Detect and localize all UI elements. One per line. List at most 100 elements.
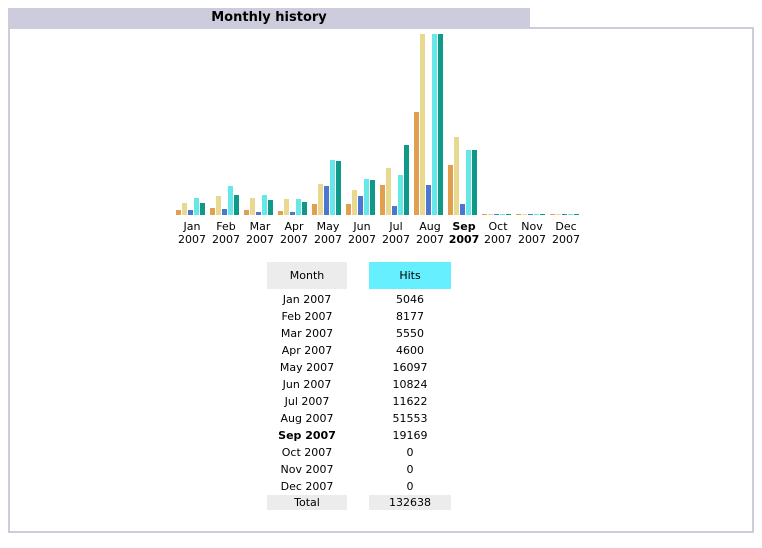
hits-column-header: Hits bbox=[369, 262, 451, 289]
bar-group bbox=[414, 34, 443, 215]
x-tick-month: Jan bbox=[183, 220, 201, 233]
bar bbox=[250, 198, 255, 215]
section-title: Monthly history bbox=[8, 8, 530, 27]
bar bbox=[500, 214, 505, 215]
bar bbox=[284, 199, 289, 215]
bar bbox=[330, 160, 335, 215]
x-tick-year: 2007 bbox=[449, 233, 480, 246]
bar bbox=[324, 186, 329, 215]
bar bbox=[432, 34, 437, 215]
bar bbox=[194, 198, 199, 215]
table-row-month: Jan 2007 bbox=[282, 293, 332, 306]
bar-group bbox=[482, 214, 511, 215]
x-tick-month: Jul bbox=[388, 220, 402, 233]
bar bbox=[454, 137, 459, 215]
x-tick-month: May bbox=[317, 220, 340, 233]
bar bbox=[346, 204, 351, 215]
table-row-hits: 5550 bbox=[396, 327, 424, 340]
bar bbox=[336, 161, 341, 215]
bar bbox=[318, 184, 323, 215]
bar bbox=[448, 165, 453, 215]
bar bbox=[426, 185, 431, 215]
bar bbox=[562, 214, 567, 215]
x-tick-year: 2007 bbox=[314, 233, 342, 246]
bar bbox=[262, 195, 267, 215]
bar bbox=[568, 214, 573, 215]
bar bbox=[466, 150, 471, 215]
bar-group bbox=[278, 199, 307, 215]
bar bbox=[404, 145, 409, 215]
table-row-hits: 11622 bbox=[392, 395, 428, 408]
bar bbox=[574, 214, 579, 215]
table-row-hits: 19169 bbox=[392, 429, 428, 442]
table-row-month: Apr 2007 bbox=[281, 344, 333, 357]
x-tick-month: Oct bbox=[488, 220, 508, 233]
bar bbox=[182, 203, 187, 215]
bar bbox=[244, 210, 249, 215]
bar-group bbox=[210, 186, 239, 215]
bar bbox=[482, 214, 487, 215]
bar-group bbox=[312, 160, 341, 215]
x-tick-year: 2007 bbox=[246, 233, 274, 246]
bar bbox=[200, 203, 205, 215]
x-tick-month: Apr bbox=[284, 220, 304, 233]
bar-group bbox=[380, 145, 409, 215]
x-tick-year: 2007 bbox=[212, 233, 240, 246]
bar bbox=[392, 206, 397, 215]
monthly-history-chart: Jan2007Feb2007Mar2007Apr2007May2007Jun20… bbox=[176, 34, 580, 246]
table-row-month: Sep 2007 bbox=[278, 429, 336, 442]
total-hits: 132638 bbox=[369, 495, 451, 510]
x-tick-month: Mar bbox=[250, 220, 271, 233]
bar bbox=[540, 214, 545, 215]
bar bbox=[364, 179, 369, 215]
bar bbox=[302, 202, 307, 215]
bar bbox=[386, 168, 391, 215]
table-row-hits: 0 bbox=[406, 480, 414, 493]
table-row-hits: 0 bbox=[406, 446, 414, 459]
table-row-month: Jul 2007 bbox=[284, 395, 330, 408]
table-row-month: Mar 2007 bbox=[280, 327, 334, 340]
table-row-month: Nov 2007 bbox=[280, 463, 334, 476]
bar bbox=[472, 150, 477, 215]
bar bbox=[380, 185, 385, 215]
x-tick-month: Feb bbox=[216, 220, 235, 233]
table-row-hits: 4600 bbox=[396, 344, 424, 357]
bar-group bbox=[346, 179, 375, 215]
table-row-hits: 10824 bbox=[392, 378, 428, 391]
bar-group bbox=[550, 214, 579, 215]
bar bbox=[358, 196, 363, 215]
x-tick-year: 2007 bbox=[280, 233, 308, 246]
x-tick-year: 2007 bbox=[348, 233, 376, 246]
bar-group bbox=[448, 137, 477, 215]
table-row-month: Jun 2007 bbox=[282, 378, 332, 391]
bar bbox=[278, 211, 283, 215]
table-row-month: Dec 2007 bbox=[280, 480, 334, 493]
x-tick-month: Sep bbox=[452, 220, 475, 233]
table-row-hits: 5046 bbox=[396, 293, 424, 306]
bar bbox=[516, 214, 521, 215]
bar-group bbox=[244, 195, 273, 215]
bar bbox=[176, 210, 181, 215]
table-row-month: Aug 2007 bbox=[280, 412, 334, 425]
x-tick-month: Aug bbox=[419, 220, 440, 233]
x-tick-month: Nov bbox=[521, 220, 543, 233]
bar bbox=[228, 186, 233, 215]
bar bbox=[414, 112, 419, 215]
bar bbox=[488, 214, 493, 215]
table-row-month: May 2007 bbox=[279, 361, 335, 374]
bar bbox=[438, 34, 443, 215]
bar bbox=[398, 175, 403, 215]
x-tick-month: Dec bbox=[555, 220, 576, 233]
table-row-hits: 51553 bbox=[392, 412, 428, 425]
bar bbox=[290, 212, 295, 215]
bar bbox=[460, 204, 465, 215]
table-row-month: Feb 2007 bbox=[281, 310, 333, 323]
x-tick-year: 2007 bbox=[382, 233, 410, 246]
x-tick-year: 2007 bbox=[416, 233, 444, 246]
table-row-hits: 0 bbox=[406, 463, 414, 476]
bar bbox=[268, 200, 273, 215]
bar bbox=[234, 195, 239, 215]
bar bbox=[352, 190, 357, 215]
month-column-header: Month bbox=[267, 262, 347, 289]
bar-group bbox=[176, 198, 205, 215]
